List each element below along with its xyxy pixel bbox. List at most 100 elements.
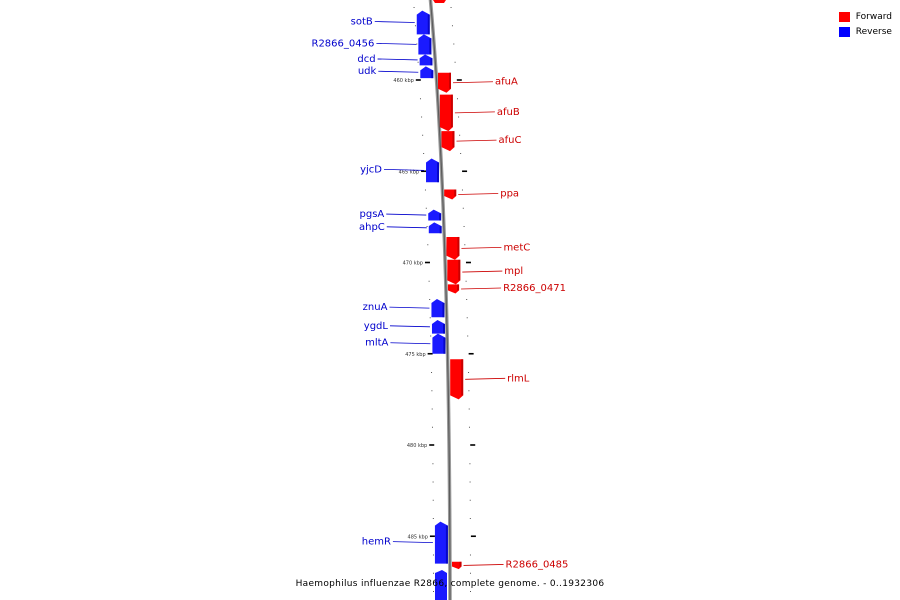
gene-leader-line xyxy=(389,325,430,328)
gene-arrow-mlta[interactable] xyxy=(432,333,446,354)
gene-arrow-ygdl[interactable] xyxy=(431,319,445,334)
legend: Forward Reverse xyxy=(838,9,892,39)
gene-label-mlta[interactable]: mltA xyxy=(365,338,388,349)
gene-arrow-metc[interactable] xyxy=(446,236,460,260)
minor-tick xyxy=(419,98,421,100)
forward-swatch xyxy=(838,11,850,22)
minor-tick xyxy=(468,390,470,392)
minor-tick xyxy=(432,463,434,465)
gene-label-pgsa[interactable]: pgsA xyxy=(360,209,385,220)
gene-label-metc[interactable]: metC xyxy=(503,242,530,253)
gene-shade xyxy=(457,236,460,256)
gene-arrow-ppa[interactable] xyxy=(444,189,457,200)
gene-label-dcd[interactable]: dcd xyxy=(357,54,375,65)
minor-tick xyxy=(427,244,429,246)
gene-arrow-pgsa[interactable] xyxy=(428,209,442,221)
gene-arrow-dcd[interactable] xyxy=(419,54,433,66)
minor-tick xyxy=(431,426,433,428)
gene-shade xyxy=(437,162,440,183)
gene-label-yjcd[interactable]: yjcD xyxy=(360,164,382,175)
gene-leader-line xyxy=(465,377,506,380)
minor-tick xyxy=(430,335,432,337)
gene-arrow-afub[interactable] xyxy=(439,94,453,132)
gene-leader-line xyxy=(386,226,427,229)
gene-label-ahpc[interactable]: ahpC xyxy=(359,222,385,233)
minor-tick xyxy=(466,299,468,300)
scale-tick-label: 470 kbp xyxy=(403,261,423,267)
minor-tick xyxy=(416,43,418,45)
minor-tick xyxy=(431,372,433,373)
gene-arrow-r2866_0485[interactable] xyxy=(451,561,462,570)
truncated-forward-gene[interactable] xyxy=(433,0,446,3)
minor-tick xyxy=(467,335,469,337)
gene-label-afub[interactable]: afuB xyxy=(497,107,520,118)
gene-label-rlml[interactable]: rlmL xyxy=(507,373,530,384)
gene-shade xyxy=(445,525,448,564)
gene-label-ygdl[interactable]: ygdL xyxy=(364,321,389,332)
gene-leader-line xyxy=(462,270,503,273)
gene-shade xyxy=(430,58,433,66)
minor-tick xyxy=(428,280,430,282)
genome-title: Haemophilus influenzae R2866, complete g… xyxy=(295,579,605,589)
minor-tick xyxy=(432,554,434,556)
minor-tick xyxy=(468,426,470,428)
minor-tick xyxy=(421,116,423,118)
minor-tick xyxy=(469,554,471,556)
minor-tick xyxy=(431,390,433,392)
gene-leader-line xyxy=(461,246,502,249)
minor-tick xyxy=(414,25,416,27)
gene-arrow-r2866_0471[interactable] xyxy=(447,284,460,294)
gene-arrow-ahpc[interactable] xyxy=(428,222,442,234)
gene-leader-line xyxy=(386,213,427,216)
gene-label-r2866_0485[interactable]: R2866_0485 xyxy=(506,559,569,570)
gene-arrow-yjcd[interactable] xyxy=(426,158,440,183)
gene-leader-line xyxy=(377,58,418,61)
minor-tick xyxy=(413,7,415,8)
gene-shade xyxy=(439,226,442,234)
gene-label-r2866_0456[interactable]: R2866_0456 xyxy=(312,38,375,49)
gene-shade xyxy=(457,284,460,291)
gene-arrow-udk[interactable] xyxy=(420,66,434,79)
gene-arrow-znua[interactable] xyxy=(431,299,445,318)
scale-ticks: 460 kbp 465 kbp 470 kbp 475 kbp 480 kbp 485 k… xyxy=(393,7,476,592)
gene-label-ppa[interactable]: ppa xyxy=(500,189,519,200)
gene-shade xyxy=(442,303,445,318)
minor-tick xyxy=(469,499,471,501)
gene-leader-line xyxy=(458,193,499,195)
gene-shade xyxy=(458,259,461,281)
gene-shade xyxy=(439,213,442,221)
gene-label-znua[interactable]: znuA xyxy=(363,302,388,313)
scale-tick-label: 460 kbp xyxy=(393,78,413,84)
gene-shade xyxy=(442,323,445,334)
gene-label-afua[interactable]: afuA xyxy=(495,77,518,88)
gene-label-hemr[interactable]: hemR xyxy=(362,537,391,548)
minor-tick xyxy=(469,591,471,592)
minor-tick xyxy=(463,226,465,227)
gene-leader-line xyxy=(390,342,431,345)
minor-tick xyxy=(469,518,471,519)
gene-arrow-hemr[interactable] xyxy=(434,521,448,564)
legend-forward: Forward xyxy=(838,9,892,24)
gene-leader-line xyxy=(392,541,433,544)
gene-arrow-afua[interactable] xyxy=(437,72,451,93)
minor-tick xyxy=(451,25,453,27)
gene-leader-line xyxy=(384,168,425,171)
gene-label-sotb[interactable]: sotB xyxy=(351,17,373,28)
gene-leader-line xyxy=(456,139,497,142)
gene-label-afuc[interactable]: afuC xyxy=(498,135,521,146)
minor-tick xyxy=(450,7,452,8)
gene-label-mpl[interactable]: mpl xyxy=(504,266,523,277)
gene-label-udk[interactable]: udk xyxy=(358,66,377,77)
minor-tick xyxy=(431,408,433,410)
gene-arrow-sotb[interactable] xyxy=(416,10,430,35)
gene-arrow-rlml[interactable] xyxy=(450,359,464,400)
gene-label-r2866_0471[interactable]: R2866_0471 xyxy=(503,283,566,294)
gene-arrow-r2866_0456[interactable] xyxy=(418,34,432,55)
gene-arrow-afuc[interactable] xyxy=(441,131,455,152)
gene-shade xyxy=(427,14,430,35)
minor-tick xyxy=(460,153,462,154)
minor-tick xyxy=(453,43,455,45)
truncated-reverse-gene[interactable] xyxy=(435,570,447,600)
gene-arrow-mpl[interactable] xyxy=(447,259,461,285)
